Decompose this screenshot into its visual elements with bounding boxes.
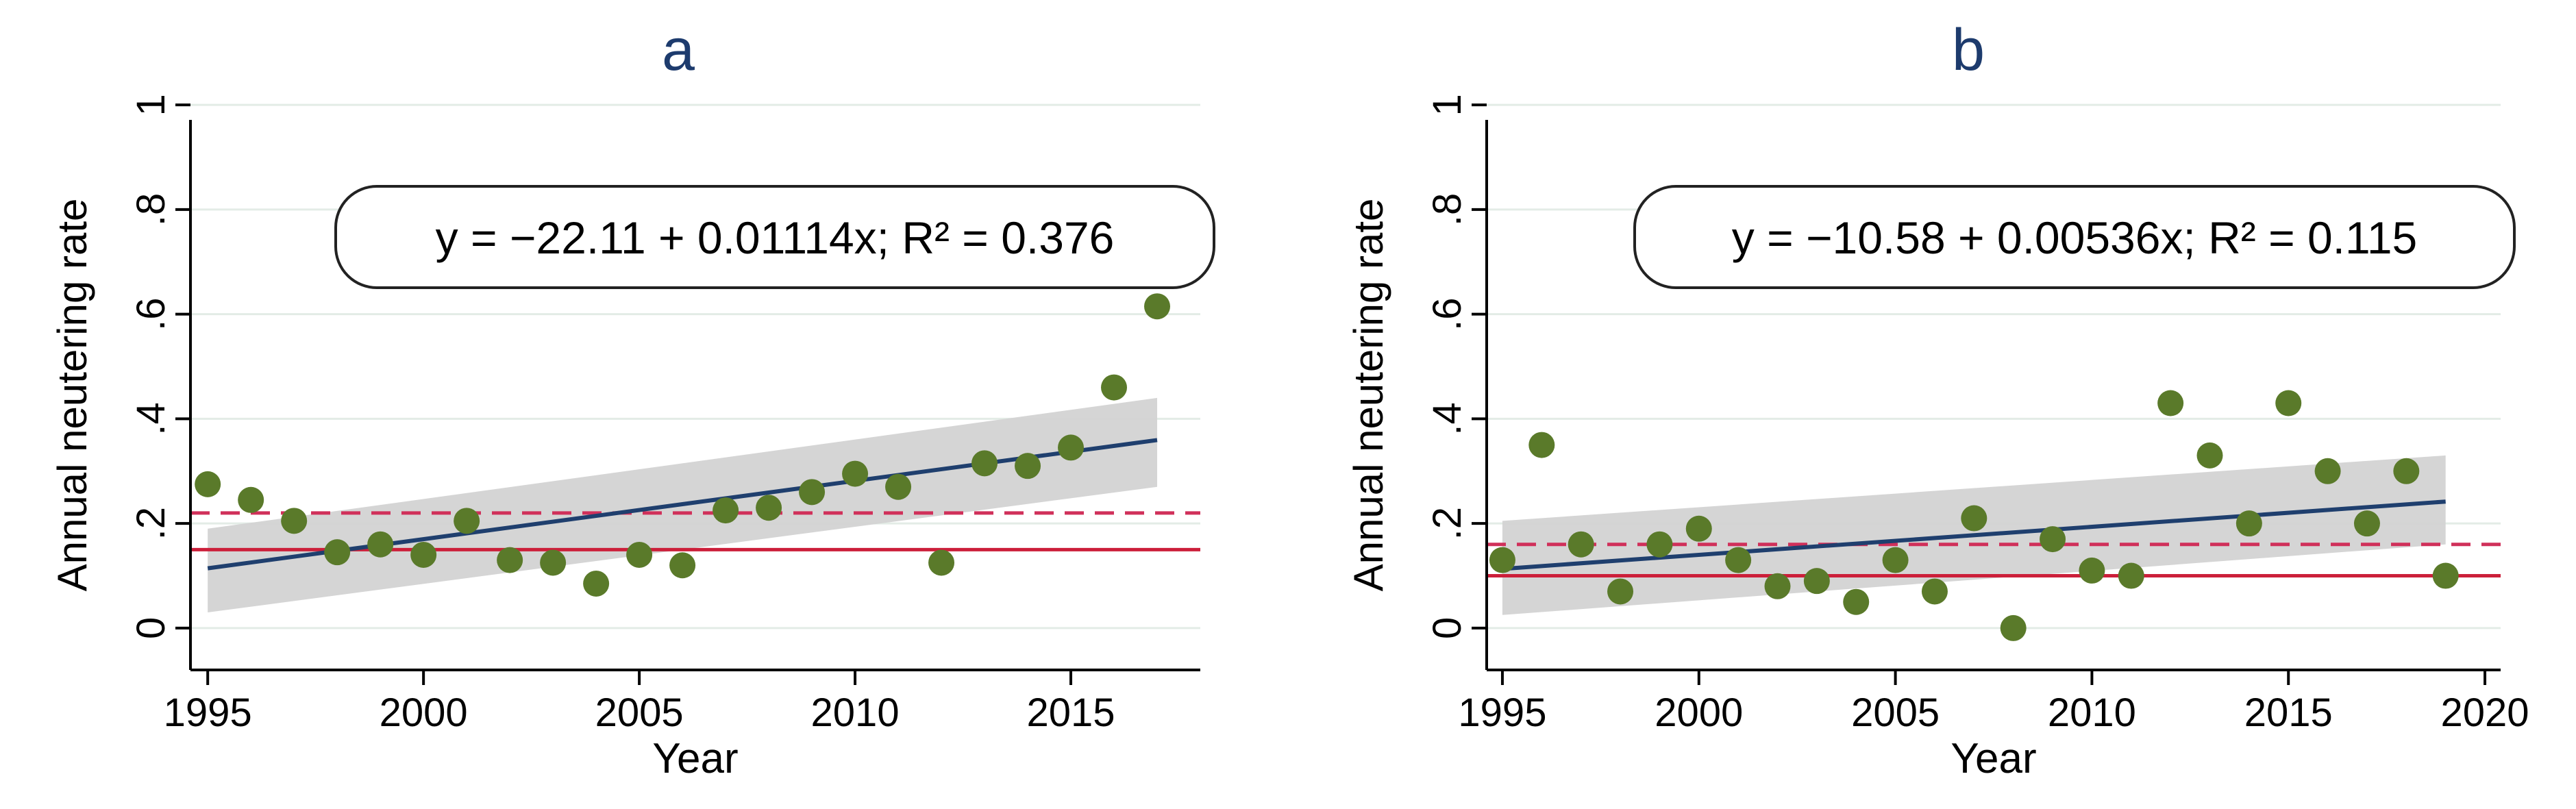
data-point xyxy=(454,508,480,534)
data-point xyxy=(1058,434,1085,461)
equation-box xyxy=(1633,185,2516,289)
x-tick-label: 1995 xyxy=(1458,690,1546,735)
data-point xyxy=(2275,390,2302,416)
x-tick-label: 2005 xyxy=(595,690,684,735)
data-point xyxy=(713,497,739,524)
data-point xyxy=(2040,526,2066,553)
x-tick-label: 1995 xyxy=(164,690,252,735)
x-tick-label: 2005 xyxy=(1851,690,1940,735)
y-tick-label: .4 xyxy=(129,402,173,435)
y-axis-label: Annual neutering rate xyxy=(49,199,95,592)
data-point xyxy=(1607,578,1634,605)
data-point xyxy=(669,552,696,579)
data-point xyxy=(324,539,351,566)
data-point xyxy=(195,471,221,497)
data-point xyxy=(2000,614,2027,641)
x-axis-label: Year xyxy=(1950,735,2036,782)
data-point xyxy=(1803,568,1830,595)
x-tick-label: 2010 xyxy=(811,690,900,735)
data-point xyxy=(885,473,912,500)
data-point xyxy=(1646,531,1673,558)
data-point xyxy=(928,549,955,576)
regression-line xyxy=(1502,499,2446,571)
data-point xyxy=(238,486,264,513)
data-point xyxy=(1764,573,1791,599)
y-tick-label: 1 xyxy=(1425,94,1470,116)
y-tick-label: .2 xyxy=(1425,507,1470,540)
y-tick-label: .8 xyxy=(129,193,173,226)
data-point xyxy=(1725,547,1752,573)
data-point xyxy=(2157,390,2184,416)
y-tick-label: 0 xyxy=(129,617,173,639)
data-point xyxy=(540,549,567,576)
regression-line xyxy=(207,438,1158,571)
data-point xyxy=(2196,442,2223,469)
data-point xyxy=(1101,374,1128,401)
data-point xyxy=(756,495,782,521)
x-axis-label: Year xyxy=(652,735,738,782)
panel-title: a xyxy=(662,17,695,83)
panel-title: b xyxy=(1952,17,1985,83)
data-point xyxy=(626,541,653,568)
data-point xyxy=(281,508,308,534)
data-point xyxy=(2314,458,2341,484)
x-tick-label: 2020 xyxy=(2441,690,2529,735)
x-tick-label: 2000 xyxy=(380,690,468,735)
x-tick-label: 2015 xyxy=(2244,690,2333,735)
data-point xyxy=(799,479,826,506)
equation-label: y = −10.58 + 0.00536x; R² = 0.115 xyxy=(1732,212,2418,263)
data-point xyxy=(497,547,523,573)
data-point xyxy=(1528,432,1555,458)
data-point xyxy=(1015,453,1041,480)
data-point xyxy=(1843,588,1870,615)
x-tick-label: 2015 xyxy=(1027,690,1115,735)
data-point xyxy=(971,450,998,477)
data-point xyxy=(583,570,610,597)
data-point xyxy=(2432,562,2459,589)
data-point xyxy=(1568,531,1594,558)
data-point xyxy=(842,460,869,487)
equation-label: y = −22.11 + 0.01114x; R² = 0.376 xyxy=(436,212,1115,263)
y-tick-label: .8 xyxy=(1425,193,1470,226)
y-tick-label: 0 xyxy=(1425,617,1470,639)
data-point xyxy=(1144,293,1171,320)
y-tick-label: .6 xyxy=(129,297,173,330)
x-tick-label: 2010 xyxy=(2048,690,2136,735)
x-tick-label: 2000 xyxy=(1655,690,1743,735)
data-point xyxy=(2393,458,2420,484)
data-point xyxy=(1685,515,1712,542)
data-point xyxy=(1961,505,1987,532)
data-point xyxy=(2236,510,2262,537)
data-point xyxy=(1489,547,1515,573)
y-tick-label: 1 xyxy=(129,94,173,116)
y-axis-label: Annual neutering rate xyxy=(1346,199,1391,592)
panel-a: a 0 .2 .4 .6 .8 1 1995 2000 2005 2010 2015 Year Annua… xyxy=(49,17,1215,782)
y-tick-label: .2 xyxy=(129,507,173,540)
panel-b: b 0 .2 .4 .6 .8 1 1995 2000 2005 2010 2015 2020 Year A… xyxy=(1346,17,2529,782)
equation-box xyxy=(334,185,1215,289)
data-point xyxy=(2353,510,2380,537)
y-tick-label: .6 xyxy=(1425,297,1470,330)
data-point xyxy=(2118,562,2144,589)
data-point xyxy=(1882,547,1909,573)
data-point xyxy=(367,531,394,558)
data-point xyxy=(410,541,437,568)
data-point xyxy=(1921,578,1948,605)
data-point xyxy=(2079,557,2105,584)
y-tick-label: .4 xyxy=(1425,402,1470,435)
